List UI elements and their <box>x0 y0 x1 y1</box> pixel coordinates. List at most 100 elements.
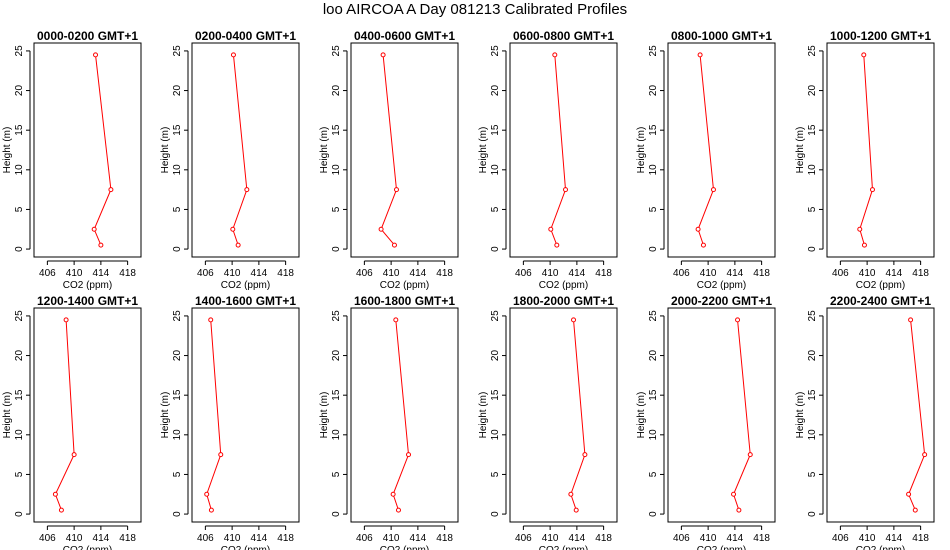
profile-line <box>380 54 397 246</box>
plot-frame <box>33 42 142 258</box>
data-point <box>906 491 912 497</box>
y-tick-label: 0 <box>807 246 818 252</box>
y-tick-label: 10 <box>14 164 25 176</box>
y-axis-label: Height (m) <box>478 392 489 439</box>
x-tick-label: 414 <box>410 533 427 544</box>
x-tick-label: 414 <box>93 268 110 279</box>
x-axis-label: CO2 (ppm) <box>697 545 746 550</box>
y-tick-label: 10 <box>648 164 659 176</box>
y-tick-label: 10 <box>14 429 25 441</box>
data-point <box>393 187 399 193</box>
plot-frame <box>191 307 300 523</box>
panel-title: 0200-0400 GMT+1 <box>195 29 296 43</box>
y-tick-label: 0 <box>490 246 501 252</box>
profile-line <box>733 319 751 511</box>
y-tick-label: 15 <box>490 389 501 401</box>
x-tick-label: 406 <box>356 268 373 279</box>
y-axis-label: Height (m) <box>2 127 13 174</box>
x-axis-label: CO2 (ppm) <box>539 545 588 550</box>
panel-title: 1400-1600 GMT+1 <box>195 294 296 308</box>
panel-title: 0800-1000 GMT+1 <box>671 29 772 43</box>
y-tick-label: 5 <box>331 206 342 212</box>
y-axis-label: Height (m) <box>636 392 647 439</box>
x-tick-label: 410 <box>66 533 83 544</box>
profile-line <box>908 319 926 511</box>
data-point <box>571 317 577 323</box>
chart-panel: 2000-2200 GMT+1 406 410 414 418 CO2 (ppm) 0 5 10… <box>636 294 776 550</box>
y-tick-label: 25 <box>14 45 25 57</box>
x-tick-label: 414 <box>410 268 427 279</box>
x-tick-label: 418 <box>277 533 294 544</box>
y-tick-label: 0 <box>172 511 183 517</box>
data-point <box>912 507 918 513</box>
y-tick-label: 20 <box>490 350 501 362</box>
profile-line <box>93 54 112 246</box>
data-point <box>108 187 114 193</box>
y-tick-label: 5 <box>172 206 183 212</box>
y-tick-label: 25 <box>14 310 25 322</box>
data-point <box>697 52 703 58</box>
x-tick-label: 410 <box>224 268 241 279</box>
data-point <box>908 317 914 323</box>
data-point <box>552 52 558 58</box>
y-axis-label: Height (m) <box>319 127 330 174</box>
y-tick-label: 0 <box>648 246 659 252</box>
data-point <box>736 507 742 513</box>
x-tick-label: 410 <box>383 533 400 544</box>
x-axis-label: CO2 (ppm) <box>539 280 588 291</box>
x-tick-label: 418 <box>753 533 770 544</box>
x-tick-label: 406 <box>39 533 56 544</box>
plot-frame <box>33 307 142 523</box>
data-point <box>710 187 716 193</box>
x-tick-label: 418 <box>912 268 929 279</box>
y-tick-label: 5 <box>648 206 659 212</box>
y-tick-label: 15 <box>807 389 818 401</box>
x-axis-label: CO2 (ppm) <box>380 280 429 291</box>
x-tick-label: 418 <box>912 533 929 544</box>
profile-line <box>54 319 75 511</box>
x-tick-label: 410 <box>542 268 559 279</box>
y-tick-label: 5 <box>490 471 501 477</box>
y-axis-label: Height (m) <box>795 392 806 439</box>
x-tick-label: 406 <box>356 533 373 544</box>
y-tick-label: 15 <box>14 389 25 401</box>
x-tick-label: 406 <box>197 533 214 544</box>
plot-frame <box>191 42 300 258</box>
x-tick-label: 410 <box>859 268 876 279</box>
y-tick-label: 25 <box>490 310 501 322</box>
x-axis-label: CO2 (ppm) <box>221 545 270 550</box>
panel-title: 1600-1800 GMT+1 <box>354 294 455 308</box>
y-tick-label: 10 <box>490 429 501 441</box>
y-tick-label: 25 <box>172 45 183 57</box>
y-tick-label: 25 <box>331 45 342 57</box>
x-tick-label: 406 <box>832 533 849 544</box>
plot-frame <box>667 42 776 258</box>
x-axis-label: CO2 (ppm) <box>380 545 429 550</box>
profile-line <box>232 54 248 246</box>
y-tick-label: 20 <box>14 350 25 362</box>
profile-line <box>392 319 410 511</box>
y-tick-label: 5 <box>172 471 183 477</box>
x-axis-label: CO2 (ppm) <box>856 545 905 550</box>
data-point <box>548 226 554 232</box>
panel-title: 2200-2400 GMT+1 <box>830 294 931 308</box>
data-point <box>218 452 224 458</box>
y-tick-label: 25 <box>807 310 818 322</box>
profile-line <box>550 54 567 246</box>
data-point <box>700 242 706 248</box>
x-tick-label: 406 <box>832 268 849 279</box>
data-point <box>244 187 250 193</box>
y-axis-label: Height (m) <box>319 392 330 439</box>
y-tick-label: 20 <box>14 85 25 97</box>
x-axis-label: CO2 (ppm) <box>856 280 905 291</box>
y-tick-label: 15 <box>490 124 501 136</box>
x-tick-label: 410 <box>383 268 400 279</box>
x-tick-label: 406 <box>515 533 532 544</box>
y-tick-label: 15 <box>172 124 183 136</box>
data-point <box>861 52 867 58</box>
y-tick-label: 20 <box>648 85 659 97</box>
data-point <box>554 242 560 248</box>
x-axis-label: CO2 (ppm) <box>221 280 270 291</box>
x-tick-label: 406 <box>197 268 214 279</box>
